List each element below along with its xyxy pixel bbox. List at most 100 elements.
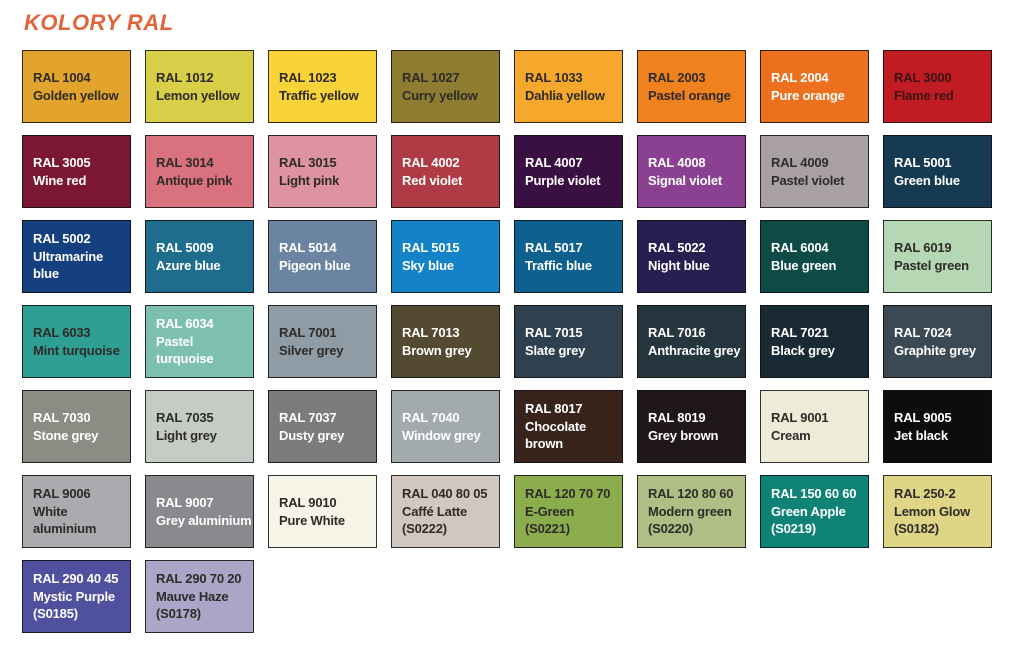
swatch-name: Night blue xyxy=(648,257,710,273)
swatch-code: RAL 150 60 60 xyxy=(771,485,857,501)
swatch-code: RAL 040 80 05 xyxy=(402,485,488,501)
color-swatch: RAL 6004 Blue green xyxy=(760,220,869,293)
color-swatch: RAL 9006 White aluminium xyxy=(22,475,131,548)
color-swatch: RAL 6033 Mint turquoise xyxy=(22,305,131,378)
swatch-name: Jet black xyxy=(894,427,948,443)
swatch-code: RAL 5001 xyxy=(894,154,952,170)
swatch-code: RAL 7021 xyxy=(771,324,829,340)
swatch-code: RAL 7030 xyxy=(33,409,91,425)
swatch-code: RAL 3015 xyxy=(279,154,337,170)
color-swatch: RAL 290 40 45 Mystic Purple (S0185) xyxy=(22,560,131,633)
swatch-code: RAL 5015 xyxy=(402,239,460,255)
swatch-code: RAL 2004 xyxy=(771,69,829,85)
swatch-code: RAL 3014 xyxy=(156,154,214,170)
swatch-code: RAL 7037 xyxy=(279,409,337,425)
color-swatch: RAL 150 60 60 Green Apple (S0219) xyxy=(760,475,869,548)
color-swatch: RAL 8019 Grey brown xyxy=(637,390,746,463)
swatch-code: RAL 4002 xyxy=(402,154,460,170)
swatch-name: Pastel violet xyxy=(771,172,845,188)
swatch-name: E-Green xyxy=(525,503,575,519)
color-swatch: RAL 120 70 70 E-Green (S0221) xyxy=(514,475,623,548)
color-swatch: RAL 8017 Chocolate brown xyxy=(514,390,623,463)
swatch-code: RAL 3000 xyxy=(894,69,952,85)
color-swatch: RAL 3000 Flame red xyxy=(883,50,992,123)
color-swatch: RAL 4007 Purple violet xyxy=(514,135,623,208)
swatch-name: Pastel orange xyxy=(648,87,731,103)
color-swatch: RAL 7037 Dusty grey xyxy=(268,390,377,463)
swatch-name: Pastel green xyxy=(894,257,969,273)
swatch-name: Flame red xyxy=(894,87,954,103)
swatch-name: Cream xyxy=(771,427,811,443)
swatch-code: RAL 9001 xyxy=(771,409,829,425)
color-swatch: RAL 7016 Anthracite grey xyxy=(637,305,746,378)
swatch-code: RAL 4009 xyxy=(771,154,829,170)
swatch-name: Brown grey xyxy=(402,342,472,358)
color-swatch: RAL 3015 Light pink xyxy=(268,135,377,208)
swatch-name: Traffic blue xyxy=(525,257,592,273)
swatch-subcode: (S0178) xyxy=(156,606,201,622)
color-swatch: RAL 1012 Lemon yellow xyxy=(145,50,254,123)
swatch-name: Chocolate brown xyxy=(525,418,587,452)
swatch-name: Mauve Haze xyxy=(156,588,229,604)
swatch-code: RAL 3005 xyxy=(33,154,91,170)
swatch-name: Purple violet xyxy=(525,172,601,188)
swatch-code: RAL 1012 xyxy=(156,69,214,85)
swatch-name: Wine red xyxy=(33,172,87,188)
swatch-name: Green blue xyxy=(894,172,960,188)
swatch-subcode: (S0221) xyxy=(525,521,570,537)
swatch-name: Mint turquoise xyxy=(33,342,120,358)
color-swatch: RAL 4002 Red violet xyxy=(391,135,500,208)
color-swatch: RAL 3014 Antique pink xyxy=(145,135,254,208)
swatch-code: RAL 6033 xyxy=(33,324,91,340)
swatch-name: Signal violet xyxy=(648,172,722,188)
color-swatch: RAL 7035 Light grey xyxy=(145,390,254,463)
swatch-name: Mystic Purple xyxy=(33,588,115,604)
swatch-subcode: (S0185) xyxy=(33,606,78,622)
swatch-code: RAL 5017 xyxy=(525,239,583,255)
color-swatch: RAL 4009 Pastel violet xyxy=(760,135,869,208)
swatch-name: Curry yellow xyxy=(402,87,478,103)
color-swatch: RAL 7030 Stone grey xyxy=(22,390,131,463)
swatch-code: RAL 250-2 xyxy=(894,485,956,501)
swatch-name: Anthracite grey xyxy=(648,342,741,358)
swatch-subcode: (S0182) xyxy=(894,521,939,537)
swatch-subcode: (S0219) xyxy=(771,521,816,537)
color-swatch: RAL 5001 Green blue xyxy=(883,135,992,208)
swatch-name: Traffic yellow xyxy=(279,87,359,103)
swatch-code: RAL 9006 xyxy=(33,485,91,501)
swatch-code: RAL 5014 xyxy=(279,239,337,255)
swatch-code: RAL 290 70 20 xyxy=(156,570,242,586)
swatch-name: Pastel turquoise xyxy=(156,333,214,367)
swatch-code: RAL 4007 xyxy=(525,154,583,170)
swatch-code: RAL 9010 xyxy=(279,494,337,510)
color-swatch: RAL 5014 Pigeon blue xyxy=(268,220,377,293)
color-swatch: RAL 5009 Azure blue xyxy=(145,220,254,293)
swatch-name: Red violet xyxy=(402,172,463,188)
swatch-name: Light pink xyxy=(279,172,340,188)
swatch-code: RAL 6034 xyxy=(156,315,214,331)
swatch-code: RAL 1023 xyxy=(279,69,337,85)
swatch-name: Golden yellow xyxy=(33,87,119,103)
color-swatch: RAL 5017 Traffic blue xyxy=(514,220,623,293)
swatch-name: White aluminium xyxy=(33,503,97,537)
swatch-code: RAL 7001 xyxy=(279,324,337,340)
swatch-code: RAL 1004 xyxy=(33,69,91,85)
color-swatch: RAL 040 80 05 Caffé Latte (S0222) xyxy=(391,475,500,548)
swatch-code: RAL 2003 xyxy=(648,69,706,85)
swatch-code: RAL 8019 xyxy=(648,409,706,425)
swatch-code: RAL 7024 xyxy=(894,324,952,340)
swatch-name: Blue green xyxy=(771,257,837,273)
ral-color-chart: KOLORY RAL RAL 1004 Golden yellow RAL 1012… xyxy=(22,10,992,633)
swatch-name: Window grey xyxy=(402,427,481,443)
swatch-name: Modern green xyxy=(648,503,732,519)
swatch-name: Pure White xyxy=(279,512,345,528)
swatch-code: RAL 8017 xyxy=(525,400,583,416)
color-swatch: RAL 1027 Curry yellow xyxy=(391,50,500,123)
swatch-name: Grey brown xyxy=(648,427,719,443)
swatch-name: Pigeon blue xyxy=(279,257,351,273)
swatch-code: RAL 6004 xyxy=(771,239,829,255)
swatch-name: Silver grey xyxy=(279,342,344,358)
page-title: KOLORY RAL xyxy=(24,10,174,35)
color-swatch: RAL 2003 Pastel orange xyxy=(637,50,746,123)
swatch-code: RAL 7040 xyxy=(402,409,460,425)
